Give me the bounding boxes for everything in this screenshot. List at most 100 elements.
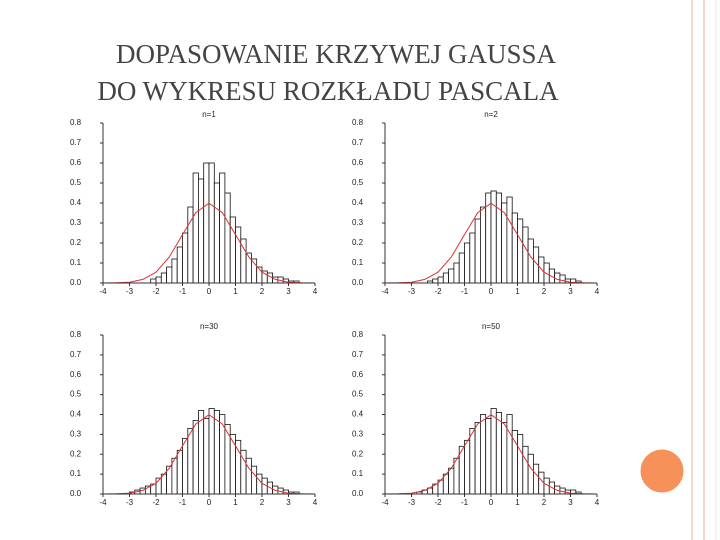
bar [250,465,258,495]
y-tick-label: 0.0 [70,489,82,498]
bar [448,467,455,495]
x-tick-label: -1 [179,498,187,507]
y-tick-label: 0.4 [70,198,82,207]
x-tick-label: 2 [542,498,547,507]
y-tick-label: 0.4 [352,410,364,419]
y-tick-label: 0.4 [70,410,82,419]
y-tick-label: 0.1 [352,469,364,478]
bar [485,418,492,495]
y-tick-label: 0.2 [352,238,364,247]
bar [501,422,508,495]
x-tick-label: 0 [207,498,212,507]
y-tick-label: 0.5 [70,178,82,187]
bar [160,272,168,284]
x-tick-label: 2 [542,287,547,296]
y-tick-label: 0.8 [352,118,364,127]
bar [453,457,460,495]
bar [171,258,178,284]
x-tick-label: 4 [313,287,318,296]
bar [187,428,194,495]
y-tick-label: 0.2 [70,238,82,247]
chart: n=2 0.0 0.1 0.2 0.3 0.4 0.5 0.6 0.7 0.8 -4 -3 -2 -1 0 1… [352,110,600,296]
bar [474,218,481,284]
bar [522,445,529,495]
bar [203,162,210,284]
y-tick-label: 0.5 [352,390,364,399]
chart-title: n=1 [202,110,216,119]
x-tick-label: 2 [260,498,265,507]
bar [522,226,529,284]
bar [511,429,518,495]
bar [150,278,157,284]
bar [527,453,534,495]
x-tick-label: 4 [595,498,600,507]
bar [506,414,513,495]
bar [176,246,183,284]
y-tick-label: 0.5 [352,178,364,187]
y-tick-label: 0.8 [70,118,82,127]
x-tick-label: -3 [408,287,416,296]
bar [448,268,455,284]
bar [527,238,534,284]
x-tick-label: 3 [286,287,291,296]
bar [506,196,513,284]
y-tick-label: 0.7 [352,350,364,359]
bar [538,256,545,284]
slide-title: DOPASOWANIE KRZYWEJ GAUSSA [116,39,557,69]
bar [208,162,215,284]
x-tick-label: -4 [99,287,107,296]
x-tick-label: -2 [434,287,442,296]
x-tick-label: 1 [515,498,520,507]
y-tick-label: 0.1 [70,258,82,267]
bar [442,272,449,284]
x-tick-label: -2 [152,498,160,507]
y-tick-label: 0.3 [352,218,364,227]
x-tick-label: 3 [568,498,573,507]
x-tick-label: -4 [381,287,389,296]
bar [533,463,540,495]
bar [166,266,173,284]
y-tick-label: 0.6 [352,158,364,167]
bar [464,439,471,495]
bar [176,449,183,495]
x-tick-label: -1 [461,498,469,507]
bar [256,473,263,495]
x-tick-label: -1 [179,287,187,296]
decor-circle [637,446,687,496]
x-tick-label: -4 [381,498,389,507]
y-tick-label: 0.6 [70,370,82,379]
bar [155,276,162,284]
x-tick-label: 3 [568,287,573,296]
y-tick-label: 0.4 [352,198,364,207]
y-tick-label: 0.8 [352,330,364,339]
x-tick-label: 1 [233,498,238,507]
x-tick-label: 0 [489,287,494,296]
bar [511,212,518,284]
bar [182,437,189,495]
bar [453,262,460,284]
y-tick-label: 0.2 [352,449,364,458]
y-tick-label: 0.7 [70,350,82,359]
chart: n=50 0.0 0.1 0.2 0.3 0.4 0.5 0.6 0.7 0.8 -4 -3 -2 -1 0… [352,322,600,507]
bar [197,410,205,495]
bar [197,178,205,284]
y-tick-label: 0.3 [70,218,82,227]
y-tick-label: 0.6 [70,158,82,167]
bar [219,172,226,284]
bar [469,428,476,495]
bar [245,457,252,495]
y-tick-label: 0.0 [352,489,364,498]
chart-title: n=50 [482,322,501,331]
x-tick-label: -3 [126,287,134,296]
bar [192,172,199,284]
bar [469,232,476,284]
gauss-curve [102,414,316,495]
bar [235,439,242,495]
bar [182,232,189,284]
x-tick-label: 3 [286,498,291,507]
bar [192,420,199,495]
gauss-curve [384,414,598,495]
bar [479,414,487,495]
